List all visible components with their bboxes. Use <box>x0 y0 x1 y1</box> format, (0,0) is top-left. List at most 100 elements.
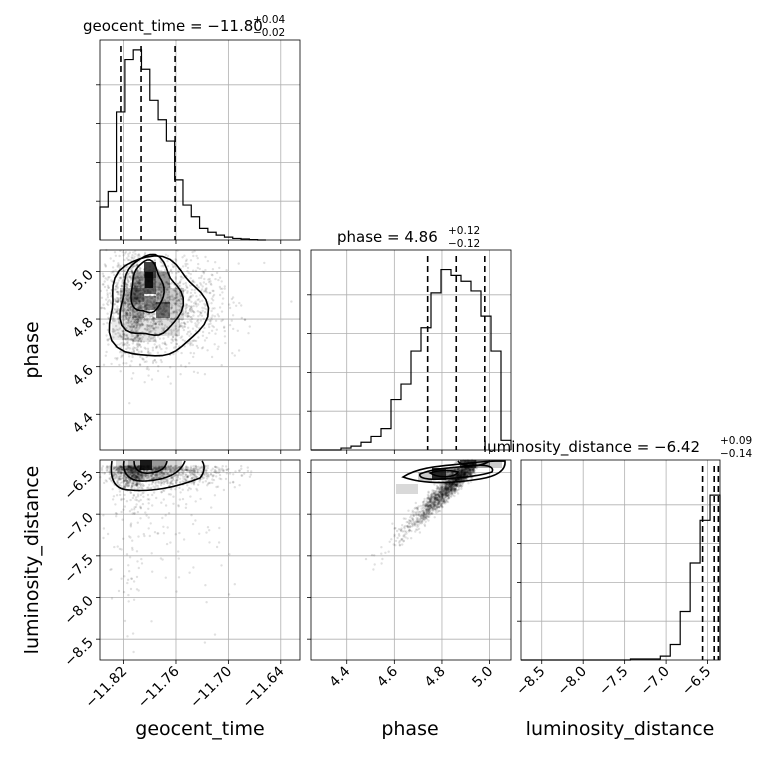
sample-point <box>103 280 106 283</box>
sample-point <box>108 299 111 302</box>
sample-point <box>167 290 171 294</box>
sample-point <box>149 304 152 307</box>
sample-point <box>126 306 129 309</box>
sample-point <box>205 477 209 480</box>
sample-point <box>414 530 417 533</box>
sample-point <box>152 326 155 330</box>
sample-point <box>114 332 117 336</box>
sample-point <box>150 620 153 623</box>
sample-point <box>179 480 182 484</box>
sample-point <box>139 323 142 326</box>
sample-point <box>196 319 200 322</box>
sample-point <box>145 295 149 298</box>
sample-point <box>137 333 140 337</box>
sample-point <box>137 282 141 285</box>
sample-point <box>145 303 149 306</box>
sample-point <box>159 288 162 292</box>
sample-point <box>129 306 132 309</box>
sample-point <box>124 316 128 319</box>
sample-point <box>394 539 398 543</box>
sample-point <box>213 494 217 497</box>
sample-point <box>246 466 249 469</box>
sample-point <box>177 504 180 507</box>
sample-point <box>158 293 162 296</box>
sample-point <box>122 590 126 594</box>
sample-point <box>156 326 160 329</box>
sample-point <box>228 553 231 556</box>
sample-point <box>193 291 197 294</box>
sample-point <box>158 320 162 324</box>
sample-point <box>121 281 124 284</box>
sample-point <box>134 326 137 330</box>
sample-point <box>200 347 204 350</box>
sample-point <box>128 274 131 278</box>
sample-point <box>143 360 146 364</box>
sample-point <box>199 294 202 297</box>
sample-point <box>111 488 114 491</box>
sample-point <box>126 346 130 349</box>
sample-point <box>165 287 168 291</box>
sample-point <box>195 325 199 329</box>
sample-point <box>140 317 143 320</box>
sample-point <box>197 286 200 289</box>
sample-point <box>189 305 193 308</box>
sample-point <box>111 318 114 321</box>
sample-point <box>126 312 129 315</box>
density-cell <box>120 288 132 302</box>
sample-point <box>136 320 139 324</box>
sample-point <box>136 276 139 280</box>
sample-point <box>134 336 137 339</box>
sample-point <box>186 313 189 316</box>
sample-point <box>123 493 126 497</box>
sample-point <box>143 251 147 254</box>
sample-point <box>152 322 155 325</box>
sample-point <box>128 314 131 317</box>
sample-point <box>135 335 138 339</box>
sample-point <box>158 286 161 290</box>
sample-point <box>151 326 154 330</box>
sample-point <box>155 345 158 349</box>
sample-point <box>124 304 127 307</box>
sample-point <box>164 350 167 354</box>
sample-point <box>163 342 166 345</box>
sample-point <box>134 316 138 319</box>
sample-point <box>129 317 132 320</box>
sample-point <box>149 329 153 333</box>
sample-point <box>170 331 173 334</box>
sample-point <box>138 337 142 341</box>
sample-point <box>116 305 119 308</box>
sample-point <box>121 290 124 293</box>
sample-point <box>151 493 154 497</box>
sample-point <box>179 373 182 376</box>
sample-point <box>170 317 173 321</box>
sample-point <box>145 312 148 316</box>
sample-point <box>130 270 134 273</box>
sample-point <box>138 305 142 309</box>
sample-point <box>212 474 215 477</box>
sample-point <box>129 307 133 311</box>
sample-point <box>124 337 127 341</box>
sample-point <box>164 514 167 517</box>
sample-point <box>135 281 138 284</box>
sample-point <box>196 266 199 270</box>
sample-point <box>102 322 105 326</box>
sample-point <box>110 362 113 366</box>
sample-point <box>126 306 129 309</box>
sample-point <box>181 290 185 293</box>
sample-point <box>176 292 179 296</box>
sample-point <box>143 327 146 331</box>
sample-point <box>176 303 179 306</box>
sample-point <box>175 339 178 342</box>
sample-point <box>210 302 213 305</box>
sample-point <box>189 495 192 498</box>
sample-point <box>157 288 160 291</box>
sample-point <box>115 494 119 497</box>
sample-point <box>128 570 131 573</box>
sample-point <box>145 319 148 322</box>
sample-point <box>180 325 184 328</box>
sample-point <box>161 274 164 277</box>
sample-point <box>125 337 129 340</box>
sample-point <box>165 288 168 292</box>
sample-point <box>130 338 133 341</box>
